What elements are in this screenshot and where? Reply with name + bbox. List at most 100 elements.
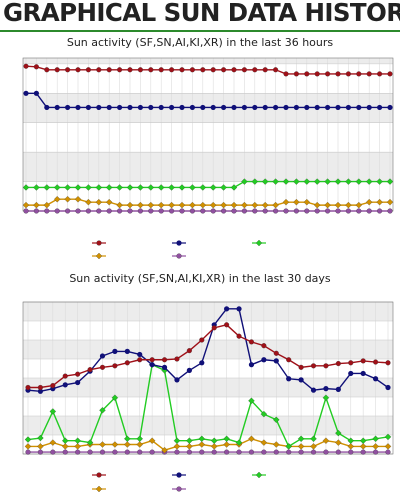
chart-0-series-3-point	[230, 201, 238, 209]
chart-1-series-4-point	[211, 449, 217, 455]
chart-1-series-2-point	[248, 397, 255, 405]
chart-0-series-0-point	[179, 67, 185, 73]
chart-1-series-1-point	[323, 386, 329, 392]
chart-1-series-1-point	[298, 377, 304, 383]
chart-0-grid-band	[23, 152, 393, 182]
chart-1-series-4-point	[62, 449, 68, 455]
chart-1-series-2-point	[372, 435, 379, 443]
chart-0-series-2-point	[282, 178, 290, 185]
chart-0-series-1-point	[65, 104, 71, 111]
chart-1-series-3-point	[210, 443, 218, 450]
chart-0-series-4-point	[148, 208, 154, 214]
chart-0-series-0-point	[65, 67, 71, 73]
chart-1-series-2-point	[384, 433, 392, 441]
chart-0-series-1-point	[356, 104, 362, 111]
chart-0-series-3-point	[64, 196, 71, 203]
chart-0-series-4-point	[325, 208, 331, 214]
chart-0-series-4-point	[366, 208, 372, 214]
chart-0-series-4-point	[335, 208, 341, 214]
chart-1-series-2-point	[24, 436, 32, 443]
chart-0-series-4-point	[387, 208, 393, 214]
chart-0-series-2-point	[313, 178, 321, 185]
chart-0-series-4-point	[345, 208, 351, 214]
chart-1-series-1-point	[37, 388, 44, 394]
chart-1-series-3-point	[372, 443, 379, 450]
chart-1-series-0-point	[335, 361, 341, 367]
chart-0-series-4-point	[44, 208, 50, 214]
chart-0-series-4-point	[117, 208, 123, 214]
chart-0-series-2-point	[43, 184, 51, 191]
chart-1-series-3-point	[186, 443, 193, 450]
chart-0-series-0-point	[44, 67, 50, 73]
chart-1-series-4-point	[37, 449, 43, 455]
chart-1-series-4-point	[335, 449, 341, 455]
chart-0-series-3-point	[334, 201, 342, 209]
chart-1-series-4-point	[112, 449, 118, 455]
chart-0-series-2-point	[95, 184, 103, 191]
chart-1-series-4-point	[286, 449, 292, 455]
chart-0-series-4-point	[293, 208, 299, 214]
chart-0-series-0-point	[387, 71, 393, 77]
chart-1-series-2-point	[111, 394, 119, 401]
chart-1-series-1-point	[75, 379, 81, 386]
chart-0-series-4-point	[54, 208, 60, 214]
chart-0-series-4-point	[65, 208, 71, 214]
chart-1-legend-marker	[96, 472, 102, 478]
chart-1-series-3-point	[297, 443, 305, 450]
chart-1-series-2-point	[186, 437, 193, 444]
chart-1-series-2-point	[310, 435, 317, 443]
chart-0-series-3-point	[126, 201, 134, 209]
chart-0-series-0-point	[241, 67, 247, 73]
chart-0-series-2-point	[303, 178, 311, 185]
chart-0-series-1-point	[137, 104, 143, 111]
chart-1-series-3-point	[62, 443, 69, 450]
chart-0-series-0-point	[33, 64, 39, 70]
chart-1-series-0-point	[149, 357, 155, 363]
chart-0-series-4-point	[23, 208, 29, 214]
chart-1-series-3-point	[223, 441, 230, 448]
chart-0-series-0-point	[356, 71, 362, 77]
chart-1-series-3-point	[49, 439, 57, 446]
chart-0-series-3-point	[220, 201, 227, 209]
chart-1-series-3-point	[148, 437, 156, 444]
chart-0-series-3-point	[105, 198, 113, 206]
chart-0-series-4-point	[252, 208, 258, 214]
chart-1-series-3-point	[99, 441, 106, 448]
chart-0-series-1-point	[210, 104, 216, 111]
chart-1-series-4-point	[273, 449, 279, 455]
chart-0-series-1-point	[283, 104, 289, 111]
chart-1-series-1-point	[236, 306, 242, 312]
chart-0-series-1-point	[293, 104, 299, 111]
chart-0-series-2-point	[116, 184, 123, 191]
chart-1-series-0-point	[199, 337, 205, 343]
chart-0-series-2-point	[199, 184, 207, 191]
chart-0-series-2-point	[324, 178, 331, 185]
chart-0-series-0-point	[345, 71, 351, 77]
chart-0-series-3-point	[345, 201, 352, 209]
chart-0-series-4-point	[273, 208, 279, 214]
chart-1-series-0-point	[236, 333, 242, 339]
chart-1-series-0-point	[112, 363, 118, 369]
chart-0-series-1-point	[169, 104, 175, 111]
chart-0-series-2-point	[261, 178, 269, 185]
chart-0-series-1-point	[179, 104, 185, 111]
chart-0-series-2-point	[220, 184, 227, 191]
chart-0-series-0-point	[148, 67, 154, 73]
chart-1-series-1-point	[112, 348, 118, 354]
chart-0-series-1-point	[189, 104, 195, 111]
chart-0-series-1-point	[335, 104, 341, 111]
chart-1-series-0-point	[273, 350, 279, 356]
chart-0-legend-marker	[95, 252, 103, 260]
chart-1-series-1-point	[174, 377, 180, 383]
chart-0-series-0-point	[23, 63, 29, 69]
chart-1-grid-band	[23, 416, 393, 435]
chart-1-series-3-point	[310, 443, 317, 450]
chart-0-series-3-point	[22, 201, 30, 209]
chart-1-series-2-point	[273, 416, 280, 424]
chart-0-series-0-point	[293, 71, 299, 77]
chart-0-series-2-point	[365, 178, 373, 185]
chart-0-series-4-point	[127, 208, 133, 214]
chart-1-series-3-point	[273, 441, 280, 448]
chart-0-series-3-point	[43, 201, 51, 209]
chart-0-series-0-point	[273, 67, 279, 73]
